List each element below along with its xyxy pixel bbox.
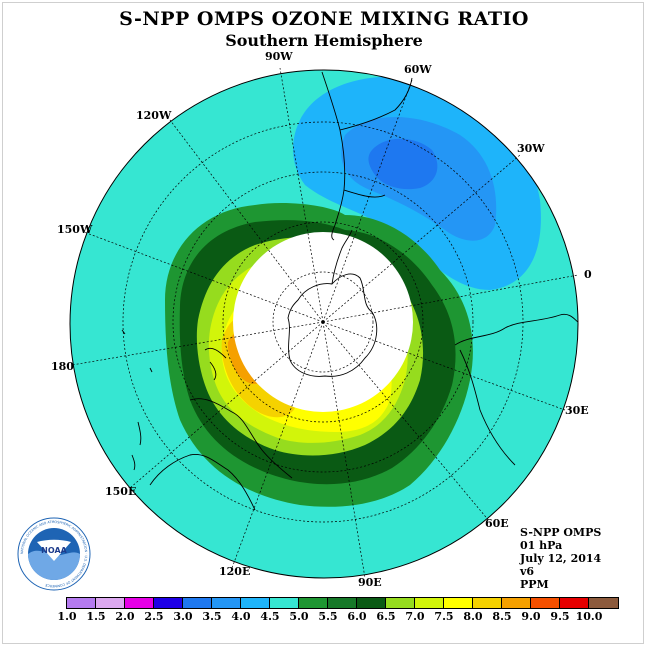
meridian-150e [129,321,324,489]
info-version: v6 [520,565,535,578]
colorbar-tick-label: 9.5 [550,610,570,623]
colorbar-swatch [357,598,386,608]
lon-label-90w: 90W [265,50,293,63]
map-title: S-NPP OMPS OZONE MIXING RATIO [119,8,529,30]
meridian-60w [322,79,413,323]
colorbar-tick-label: 2.0 [115,610,135,623]
lon-label-60e: 60E [485,517,509,530]
lon-label-120w: 120W [136,109,172,122]
colorbar-swatch [473,598,502,608]
latitude-circle-2 [222,221,424,423]
lon-label-60w: 60W [404,63,432,76]
lon-label-120e: 120E [219,565,250,578]
colorbar-swatch [531,598,560,608]
antarctica-outline [287,273,378,377]
colorbar-tick-label: 8.0 [463,610,483,623]
colorbar-swatch [386,598,415,608]
colorbar-tick-label: 6.5 [376,610,396,623]
colorbar-tick-label: 7.5 [434,610,454,623]
lon-label-30e: 30E [565,404,589,417]
colorbar-swatch [299,598,328,608]
noaa-logo-text: NOAA [41,546,67,555]
colorbar-swatch [270,598,299,608]
colorbar-tick-label: 4.5 [260,610,280,623]
latitude-circle-4 [122,121,524,523]
lon-label-150w: 150W [57,223,93,236]
colorbar [66,597,619,609]
info-instrument: S-NPP OMPS [520,526,602,539]
colorbar-tick-label: 5.5 [318,610,338,623]
meridian-180 [71,321,324,366]
colorbar-swatch [328,598,357,608]
colorbar-tick-label: 7.0 [405,610,425,623]
latitude-circle-3 [172,171,474,473]
australia-outline [149,398,293,511]
colorbar-tick-label: 1.0 [57,610,77,623]
colorbar-tick-label: 4.0 [231,610,251,623]
south-pole-marker [321,320,325,324]
noaa-logo: NOAA NATIONAL OCEANIC AND ATMOSPHERIC AD… [17,517,91,591]
meridian-30w [322,154,521,323]
lon-label-150e: 150E [105,485,136,498]
new-zealand-outline [204,347,227,381]
info-level: 01 hPa [520,539,563,552]
meridian-60e [322,321,491,523]
meridian-150w [83,231,324,323]
ozone-field [70,70,578,578]
africa-outline [454,313,579,466]
lon-label-180: 180 [51,360,74,373]
meridian-30e [322,321,566,411]
latitude-circle-1 [272,271,374,373]
colorbar-tick-label: 9.0 [521,610,541,623]
colorbar-swatch [589,598,618,608]
colorbar-tick-label: 3.5 [202,610,222,623]
map-subtitle: Southern Hemisphere [225,31,423,50]
colorbar-swatch [67,598,96,608]
meridian-0 [322,274,579,323]
islands-outline [121,329,153,471]
colorbar-swatch [125,598,154,608]
colorbar-tick-label: 5.0 [289,610,309,623]
colorbar-tick-label: 6.0 [347,610,367,623]
info-units: PPM [520,578,549,591]
lon-label-0: 0 [584,268,592,281]
info-block: S-NPP OMPS 01 hPa July 12, 2014 v6 PPM [520,526,601,591]
colorbar-swatch [241,598,270,608]
coastlines [121,71,579,511]
map-border [69,69,579,579]
colorbar-tick-label: 3.0 [173,610,193,623]
colorbar-tick-label: 8.5 [492,610,512,623]
info-date: July 12, 2014 [520,552,602,565]
antarctic-peninsula [331,229,353,285]
colorbar-swatch [183,598,212,608]
colorbar-swatch [154,598,183,608]
colorbar-tick-label: 1.5 [86,610,106,623]
colorbar-tick-label: 2.5 [144,610,164,623]
colorbar-tick-label: 10.0 [575,610,603,623]
colorbar-swatch [444,598,473,608]
lon-label-90e: 90E [358,576,382,589]
meridian-90e [322,321,366,579]
colorbar-swatch [560,598,589,608]
colorbar-swatch [96,598,125,608]
colorbar-swatch [415,598,444,608]
colorbar-swatch [502,598,531,608]
colorbar-swatch [212,598,241,608]
lon-label-30w: 30W [517,142,545,155]
meridian-90w [279,67,324,323]
graticule [71,67,579,579]
